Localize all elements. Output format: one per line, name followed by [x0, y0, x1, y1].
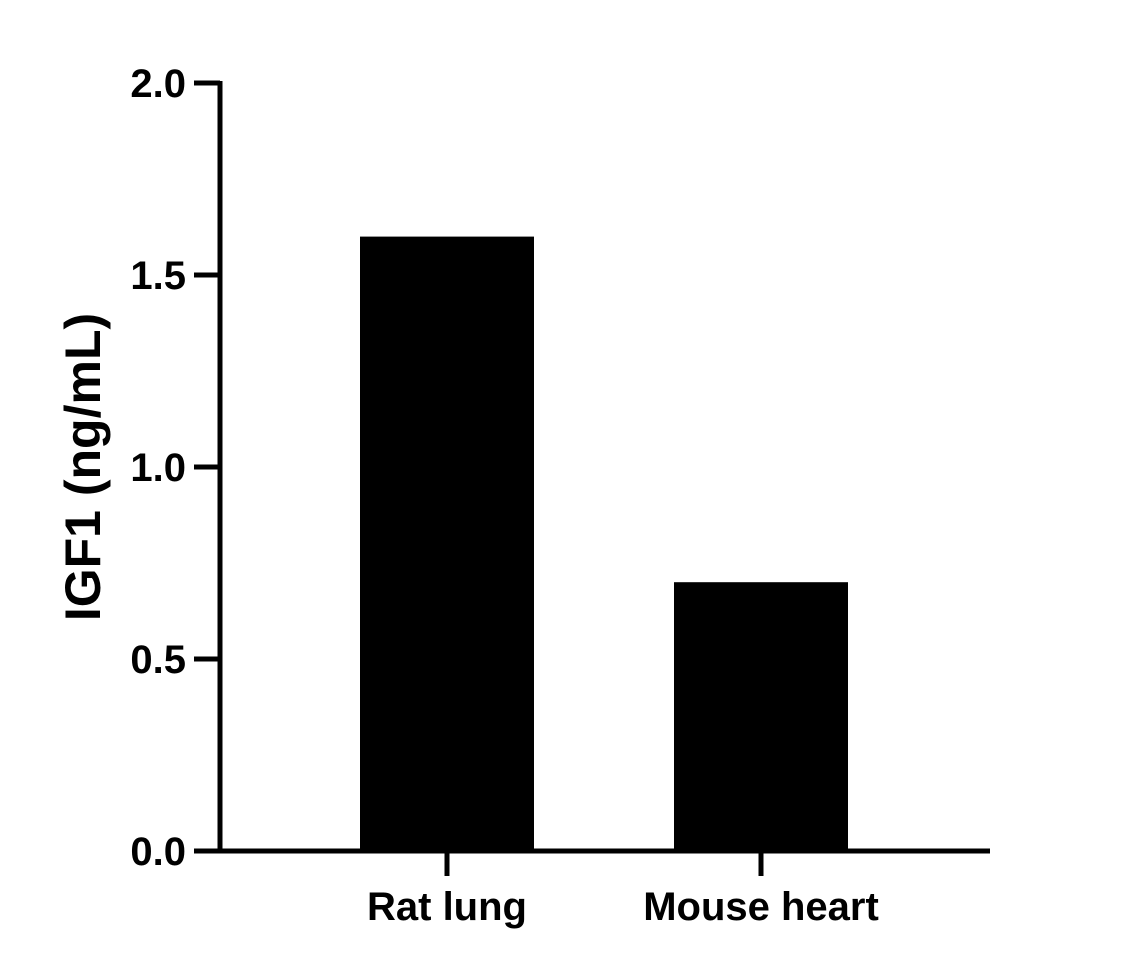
x-tick-label: Rat lung [367, 885, 527, 929]
y-tick-label: 0.5 [130, 638, 186, 682]
bar-rat-lung [360, 236, 534, 852]
bar-mouse-heart [674, 582, 848, 851]
x-tick-label: Mouse heart [643, 885, 879, 929]
y-tick-label: 1.0 [130, 446, 186, 490]
y-tick-label: 2.0 [130, 62, 186, 106]
bars-group [360, 236, 848, 852]
y-axis-title: IGF1 (ng/mL) [55, 313, 111, 621]
y-tick-label: 0.0 [130, 830, 186, 874]
y-axis: 0.0 0.5 1.0 1.5 2.0 [130, 62, 223, 874]
x-axis: Rat lung Mouse heart [218, 848, 990, 929]
y-tick-label: 1.5 [130, 254, 186, 298]
